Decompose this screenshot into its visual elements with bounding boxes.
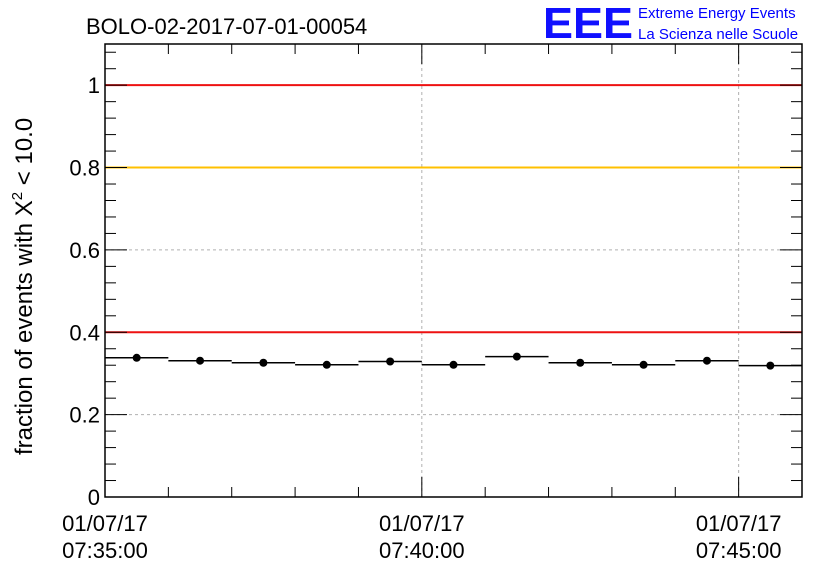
data-point [639,360,648,369]
logo-line2: La Scienza nelle Scuole [638,26,798,43]
data-point [766,361,775,370]
logo-mark: EEE [543,0,633,48]
data-point [322,360,331,369]
y-tick-label: 0.2 [69,403,100,428]
x-tick-label-time: 07:35:00 [62,538,148,563]
data-point [196,356,205,365]
data-point [702,356,711,365]
eee-logo: EEE Extreme Energy Events La Scienza nel… [543,0,798,48]
grid-lines [105,44,802,497]
data-point [132,353,141,362]
y-tick-label: 0.6 [69,238,100,263]
tick-labels: 00.20.40.60.8101/07/1707:35:0001/07/1707… [62,73,781,563]
y-tick-label: 1 [88,73,100,98]
y-tick-label: 0.8 [69,156,100,181]
reference-lines [105,84,802,334]
y-tick-label: 0.4 [69,320,100,345]
axis-ticks [104,44,803,498]
data-point [576,358,585,367]
plot-frame [104,43,803,498]
x-tick-label-time: 07:40:00 [379,538,465,563]
data-series [105,352,802,370]
data-point [259,358,268,367]
x-tick-label-date: 01/07/17 [62,511,148,536]
chart-title: BOLO-02-2017-07-01-00054 [86,14,367,39]
data-point [512,352,521,361]
logo-line1: Extreme Energy Events [638,5,796,22]
y-axis-title: fraction of events with X2 < 10.0 [9,118,38,455]
data-point [449,360,458,369]
x-tick-label-time: 07:45:00 [696,538,782,563]
x-tick-label-date: 01/07/17 [379,511,465,536]
x-tick-label-date: 01/07/17 [696,511,782,536]
y-tick-label: 0 [88,485,100,510]
data-point [386,357,395,366]
